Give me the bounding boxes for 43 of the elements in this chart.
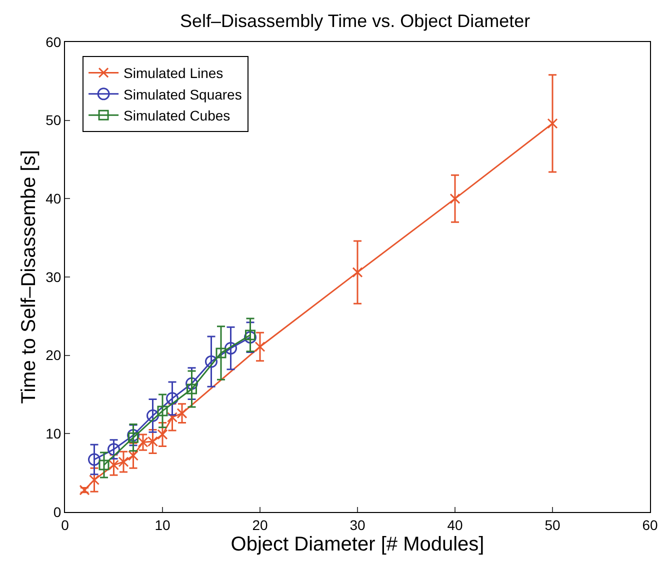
x-tick-label: 20 [252, 516, 268, 533]
chart-title: Self–Disassembly Time vs. Object Diameter [180, 10, 530, 31]
y-tick-label: 20 [46, 347, 62, 364]
point [352, 267, 363, 278]
point [128, 432, 138, 443]
point [108, 443, 120, 456]
y-tick-label: 50 [46, 112, 62, 128]
x-tick-label: 50 [544, 516, 560, 533]
point [254, 341, 266, 352]
point [205, 355, 218, 368]
legend-label: Simulated Cubes [124, 108, 230, 124]
point [167, 412, 178, 422]
point [244, 331, 256, 344]
point [127, 428, 140, 442]
point [186, 384, 197, 394]
point [216, 348, 226, 358]
x-tick-label: 40 [447, 516, 463, 533]
point [245, 330, 256, 340]
legend-label: Simulated Squares [124, 86, 242, 102]
x-axis-title: Object Diameter [# Modules] [230, 533, 484, 556]
y-tick-label: 40 [46, 190, 62, 207]
point [547, 118, 558, 129]
point [186, 377, 198, 390]
y-tick-label: 0 [53, 504, 62, 520]
x-tick-label: 60 [642, 516, 658, 533]
point [224, 342, 237, 355]
point [450, 193, 460, 204]
point [88, 453, 100, 466]
point [166, 392, 178, 405]
y-axis-title: Time to Self–Disassembe [s] [18, 150, 40, 404]
point [157, 406, 168, 416]
y-tick-label: 60 [46, 34, 62, 50]
y-tick-label: 30 [46, 268, 62, 285]
point [146, 409, 159, 422]
x-tick-label: 30 [350, 516, 366, 533]
point [176, 408, 188, 419]
point [98, 460, 110, 470]
point [128, 450, 138, 461]
legend-label: Simulated Lines [124, 65, 224, 82]
y-tick-label: 10 [46, 426, 62, 442]
point [89, 474, 100, 486]
x-tick-label: 10 [154, 516, 170, 533]
point [157, 429, 168, 440]
